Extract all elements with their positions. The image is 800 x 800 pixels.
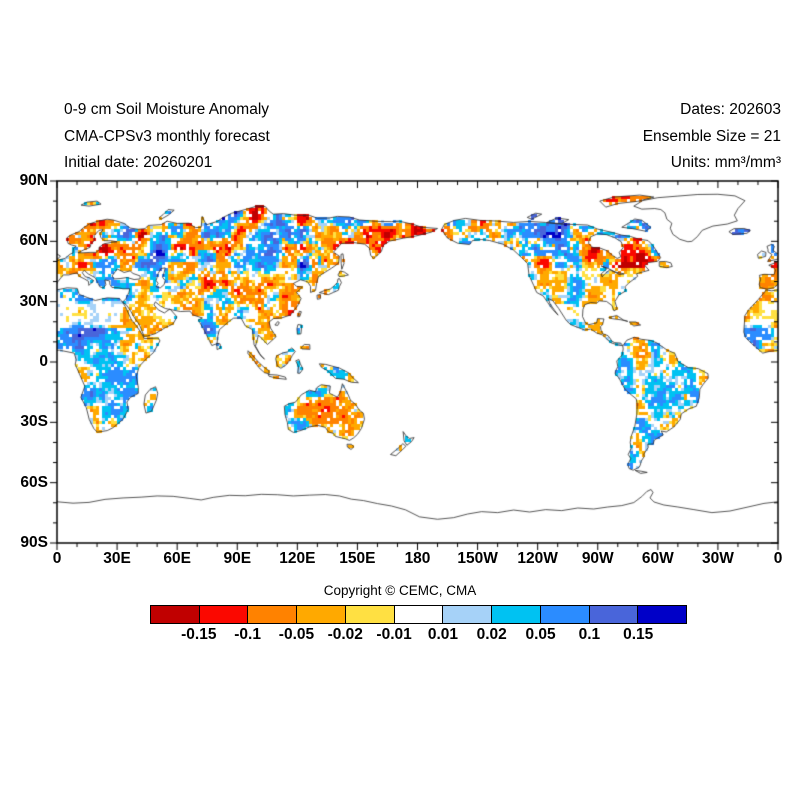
x-tick-label: 60W xyxy=(641,550,674,567)
x-tick-label: 90W xyxy=(581,550,614,567)
colorbar-tick-label: -0.01 xyxy=(376,626,412,643)
colorbar-tick-label: -0.15 xyxy=(181,626,217,643)
colorbar-segment xyxy=(296,605,346,624)
x-tick-label: 120W xyxy=(517,550,558,567)
colorbar-segment xyxy=(393,605,444,624)
x-tick-label: 30W xyxy=(701,550,734,567)
copyright-label: Copyright © CEMC, CMA xyxy=(323,583,477,598)
colorbar-segment xyxy=(442,605,493,624)
colorbar-tick-label: -0.02 xyxy=(327,626,363,643)
colorbar-segment xyxy=(539,605,590,624)
x-tick-label: 150E xyxy=(339,550,376,567)
x-tick-label: 90E xyxy=(223,550,252,567)
colorbar-tick-label: 0.02 xyxy=(476,626,507,643)
title-block: 0-9 cm Soil Moisture Anomaly CMA-CPSv3 m… xyxy=(64,97,270,177)
colorbar-segment xyxy=(491,605,541,624)
x-tick-label: 0 xyxy=(773,550,783,567)
y-tick-label: 30N xyxy=(19,292,48,310)
x-tick-label: 150W xyxy=(457,550,498,567)
colorbar-segment xyxy=(588,605,639,624)
y-tick-label: 60N xyxy=(19,232,48,250)
colorbar-tick-label: 0.15 xyxy=(623,626,654,643)
initial-date-label: Initial date: 20260201 xyxy=(64,154,213,171)
colorbar-segment xyxy=(637,605,688,624)
colorbar-tick-label: -0.05 xyxy=(278,626,315,643)
units-label: Units: mm³/mm³ xyxy=(670,154,781,171)
colorbar-segment xyxy=(198,605,249,624)
colorbar-tick-label: 0.05 xyxy=(525,626,556,643)
x-tick-label: 180 xyxy=(404,550,431,567)
colorbar-segment xyxy=(247,605,298,624)
y-tick-label: 90S xyxy=(20,534,48,551)
colorbar-tick-label: -0.1 xyxy=(234,626,261,643)
y-tick-label: 60S xyxy=(20,473,48,491)
y-tick-label: 0 xyxy=(39,353,48,370)
ensemble-size-label: Ensemble Size = 21 xyxy=(642,127,781,145)
plot-title: 0-9 cm Soil Moisture Anomaly xyxy=(64,101,270,118)
x-tick-label: 60E xyxy=(163,550,191,567)
colorbar xyxy=(150,605,688,624)
y-tick-label: 90N xyxy=(19,172,48,189)
colorbar-tick-label: 0.01 xyxy=(427,626,458,643)
dates-label: Dates: 202603 xyxy=(680,101,781,118)
x-tick-label: 0 xyxy=(52,550,62,567)
colorbar-tick-label: 0.1 xyxy=(578,626,601,643)
colorbar-segment xyxy=(344,605,395,624)
map-canvas xyxy=(30,168,790,560)
x-tick-label: 30E xyxy=(103,550,131,567)
plot-subtitle: CMA-CPSv3 monthly forecast xyxy=(64,127,270,145)
x-tick-label: 120E xyxy=(279,550,316,567)
meta-block: Dates: 202603 Ensemble Size = 21 Units: … xyxy=(643,97,781,177)
y-tick-label: 30S xyxy=(20,413,48,431)
colorbar-segment xyxy=(150,605,200,624)
